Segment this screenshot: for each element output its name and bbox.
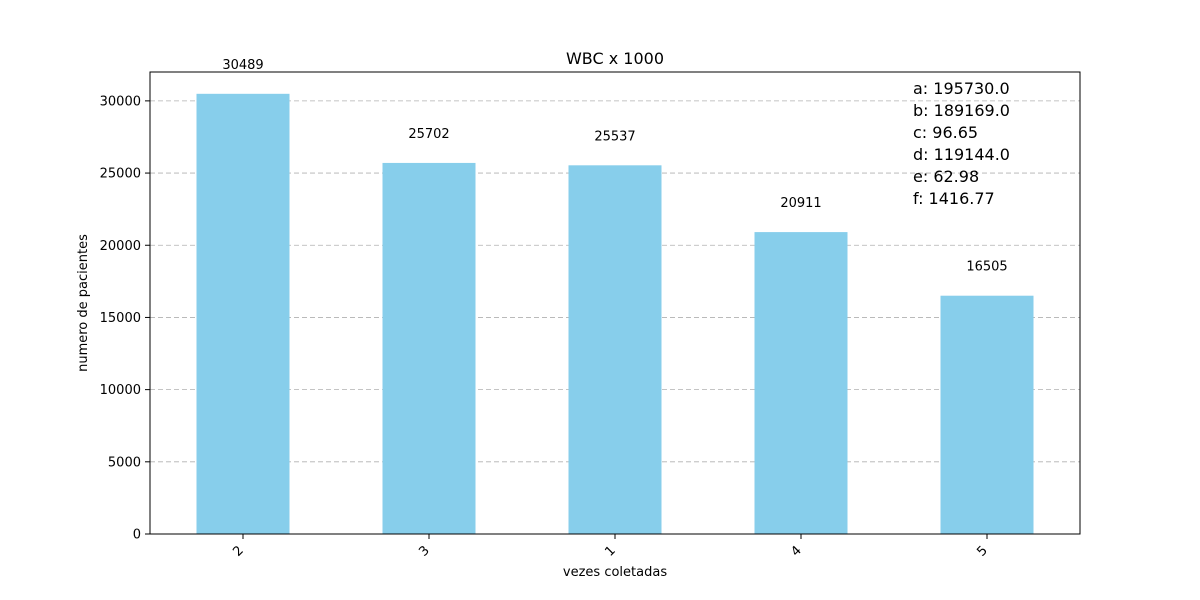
bar-3 xyxy=(382,162,476,534)
bar-value-label: 25537 xyxy=(594,129,635,144)
chart-title: WBC x 1000 xyxy=(566,49,664,68)
bar-value-label: 20911 xyxy=(780,196,821,211)
stat-annotation: d: 119144.0 xyxy=(913,145,1010,164)
y-tick-label: 0 xyxy=(133,528,141,543)
bar-value-label: 30489 xyxy=(222,58,263,73)
y-axis-title: numero de pacientes xyxy=(76,234,91,372)
y-tick-label: 30000 xyxy=(100,94,141,109)
y-tick-label: 25000 xyxy=(100,167,141,182)
y-tick-label: 20000 xyxy=(100,239,141,254)
bar-4 xyxy=(754,232,848,534)
y-tick-label: 10000 xyxy=(100,383,141,398)
y-tick-label: 5000 xyxy=(108,455,141,470)
bar-1 xyxy=(568,165,662,534)
bar-2 xyxy=(196,93,290,534)
bar-5 xyxy=(940,295,1034,534)
y-tick-label: 15000 xyxy=(100,311,141,326)
stat-annotation: a: 195730.0 xyxy=(913,79,1010,98)
bar-value-label: 25702 xyxy=(408,127,449,142)
stat-annotation: b: 189169.0 xyxy=(913,101,1010,120)
stat-annotation: e: 62.98 xyxy=(913,167,979,186)
stat-annotation: f: 1416.77 xyxy=(913,189,995,208)
stats-annotations: a: 195730.0 b: 189169.0 c: 96.65 d: 119144.… xyxy=(913,79,1010,208)
bars xyxy=(196,93,1034,534)
stat-annotation: c: 96.65 xyxy=(913,123,978,142)
bar-value-labels: 30489 25702 25537 20911 16505 xyxy=(222,58,1007,275)
x-axis-title: vezes coletadas xyxy=(563,565,667,580)
bar-value-label: 16505 xyxy=(966,260,1007,275)
y-axis: 0 5000 10000 15000 20000 25000 30000 xyxy=(100,94,150,543)
